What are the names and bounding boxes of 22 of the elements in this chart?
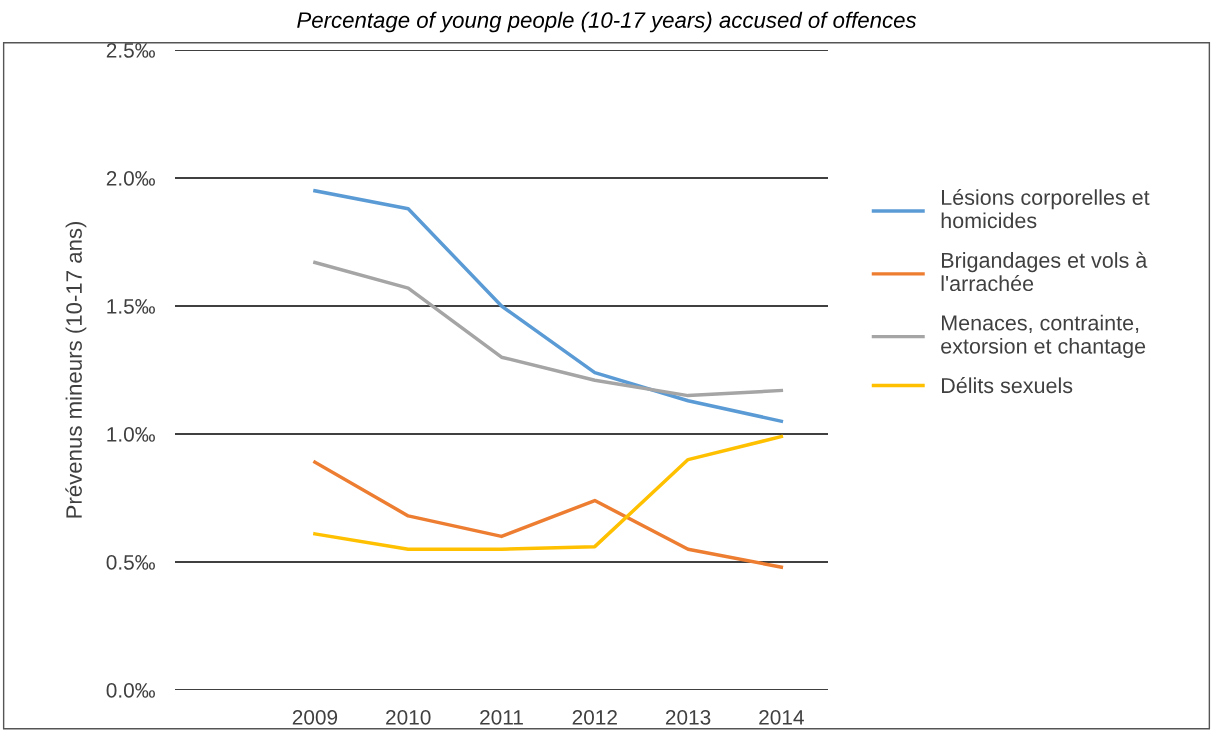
x-tick-label: 2012 <box>572 709 617 725</box>
y-tick-label: 2.0‰ <box>106 171 155 186</box>
legend-label: Menaces, contrainte, extorsion et chantage <box>941 314 1146 358</box>
y-axis-title: Prévenus mineurs (10-17 ans) <box>65 221 87 518</box>
line-series <box>313 460 784 569</box>
chart-title: Percentage of young people (10-17 years) accused of offences <box>297 11 917 33</box>
legend-label: Délits sexuels <box>942 377 1073 394</box>
y-tick-label: 1.5‰ <box>107 299 155 314</box>
line-series <box>313 260 784 398</box>
y-tick-label: 0.0‰ <box>106 683 155 698</box>
y-tick-label: 1.0‰ <box>107 427 155 442</box>
y-tick-label: 0.5‰ <box>106 555 155 570</box>
x-tick-label: 2013 <box>665 709 711 725</box>
x-tick-label: 2010 <box>386 709 431 725</box>
line-series <box>313 189 784 423</box>
x-tick-label: 2014 <box>759 709 804 725</box>
legend-label: Lésions corporelles et homicides <box>941 188 1150 229</box>
legend-label: Brigandages et vols à l'arrachée <box>941 251 1148 292</box>
y-tick-label: 2.5‰ <box>106 43 155 58</box>
x-tick-label: 2009 <box>292 709 338 725</box>
x-tick-label: 2011 <box>480 709 523 725</box>
line-series <box>313 434 784 551</box>
